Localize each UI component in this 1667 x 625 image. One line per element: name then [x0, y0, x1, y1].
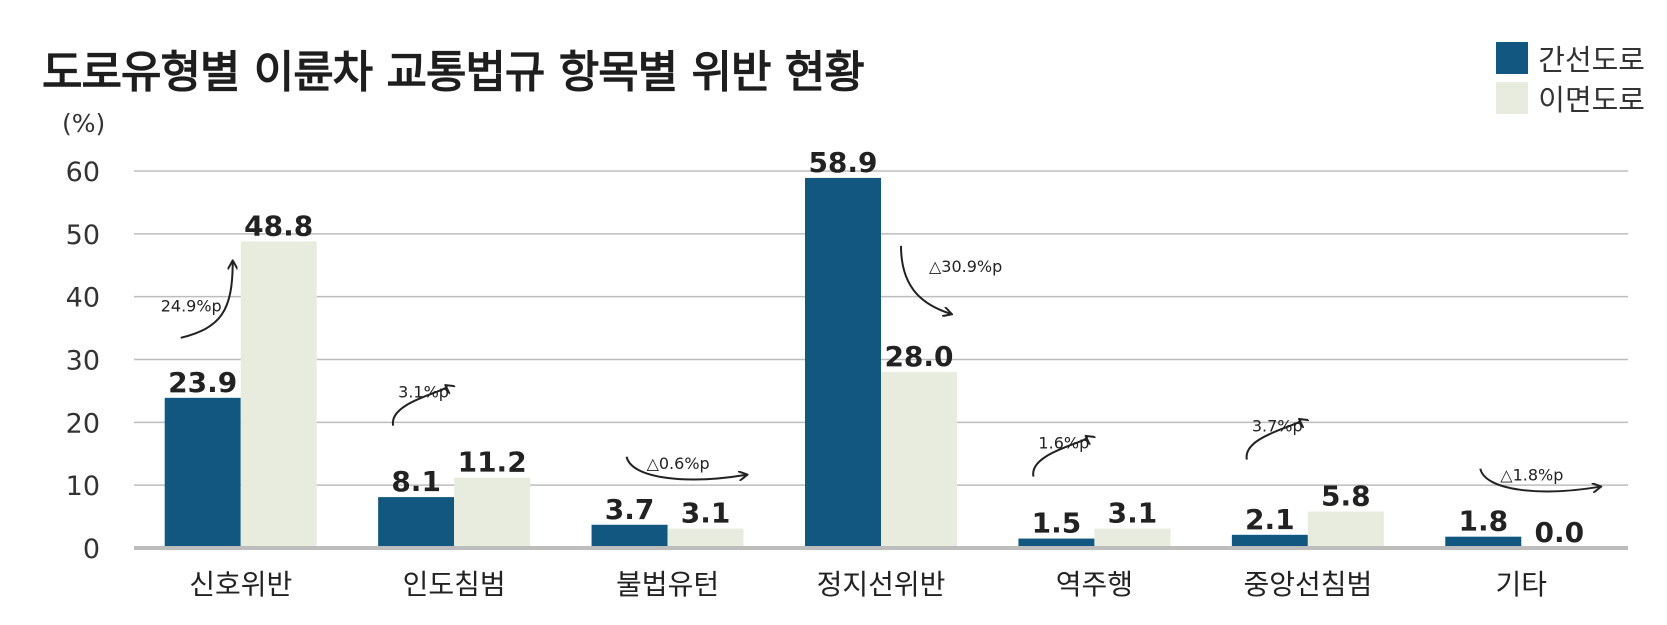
bar-series-1: [805, 177, 881, 548]
legend-item-series-2: 이면도로: [1496, 78, 1645, 118]
data-label-series-1: 8.1: [391, 465, 441, 498]
data-label-series-1: 58.9: [808, 146, 877, 179]
bar-series-1: [1231, 534, 1308, 548]
x-tick-label: 인도침범: [403, 568, 506, 601]
data-label-series-2: 28.0: [884, 340, 953, 373]
change-annotation: △1.8%p: [1500, 466, 1563, 485]
bar-series-1: [164, 397, 241, 548]
change-arrow: [1479, 468, 1600, 492]
bar-series-2: [667, 528, 744, 548]
change-annotation: 24.9%p: [161, 297, 222, 316]
x-tick-label: 정지선위반: [817, 568, 946, 601]
legend-label-series-2: 이면도로: [1538, 83, 1645, 117]
bar-series-2: [454, 477, 531, 548]
y-tick-label: 60: [66, 157, 100, 188]
bar-series-1: [591, 524, 668, 548]
chart-title: 도로유형별 이륜차 교통법규 항목별 위반 현황: [42, 47, 865, 98]
y-tick-label: 40: [66, 283, 100, 314]
x-tick-label: 신호위반: [189, 568, 292, 601]
change-annotation: △30.9%p: [929, 257, 1002, 276]
data-label-series-1: 3.7: [605, 493, 655, 526]
legend-swatch-series-2: [1496, 82, 1529, 114]
y-tick-label: 20: [66, 408, 100, 439]
data-label-series-1: 1.8: [1458, 505, 1508, 538]
change-arrow: [900, 245, 951, 314]
change-arrow: [625, 456, 747, 480]
data-label-series-2: 0.0: [1534, 516, 1584, 549]
bar-series-1: [1445, 536, 1522, 548]
data-label-series-1: 1.5: [1032, 507, 1082, 540]
legend-swatch-series-1: [1496, 42, 1529, 74]
data-label-series-2: 11.2: [458, 446, 527, 479]
change-arrow: [392, 386, 447, 426]
data-label-series-2: 5.8: [1321, 480, 1371, 513]
y-tick-label: 50: [66, 220, 100, 251]
x-tick-label: 역주행: [1056, 568, 1133, 601]
bar-series-2: [240, 241, 317, 548]
change-arrow: [1245, 420, 1301, 460]
change-annotation: △0.6%p: [647, 454, 710, 473]
change-arrow: [180, 261, 233, 339]
legend-label-series-1: 간선도로: [1538, 43, 1645, 77]
legend-item-series-1: 간선도로: [1496, 38, 1645, 78]
y-tick-label: 30: [66, 346, 100, 377]
bar-series-1: [378, 497, 455, 548]
data-label-series-2: 48.8: [244, 209, 313, 242]
x-tick-label: 불법유턴: [616, 568, 719, 601]
y-tick-label: 0: [83, 534, 100, 565]
change-annotation: 1.6%p: [1038, 434, 1089, 453]
x-tick-label: 기타: [1496, 568, 1548, 601]
data-label-series-2: 3.1: [1108, 497, 1158, 530]
y-axis-unit: (%): [62, 109, 105, 138]
bar-series-2: [1094, 528, 1171, 548]
data-label-series-1: 2.1: [1245, 503, 1295, 536]
change-annotation: 3.1%p: [398, 383, 449, 402]
y-tick-label: 10: [66, 471, 100, 502]
bar-series-2: [881, 372, 957, 548]
bar-series-2: [1307, 511, 1384, 548]
change-annotation: 3.7%p: [1252, 417, 1303, 436]
bar-series-1: [1018, 538, 1095, 548]
change-arrow: [1032, 437, 1087, 477]
legend: 간선도로 이면도로: [1496, 38, 1645, 118]
x-tick-label: 중앙선침범: [1243, 568, 1372, 601]
data-label-series-1: 23.9: [168, 366, 237, 399]
data-label-series-2: 3.1: [681, 497, 731, 530]
